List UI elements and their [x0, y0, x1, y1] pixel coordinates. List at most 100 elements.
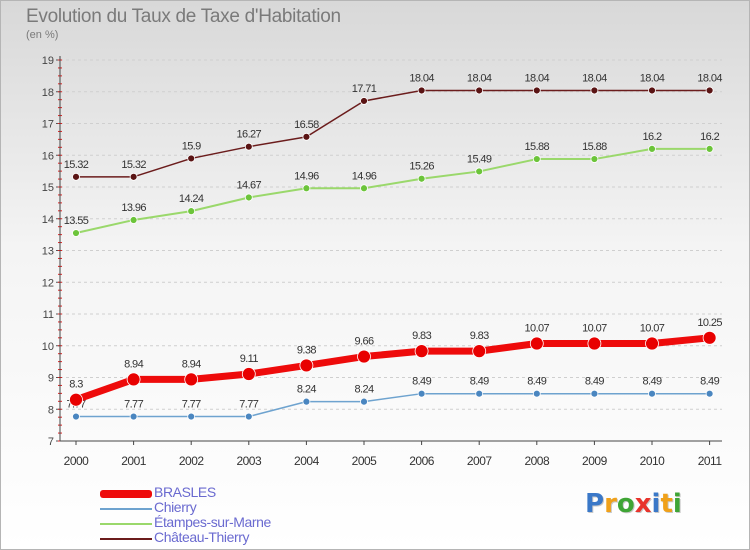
data-label: 8.49: [470, 376, 489, 388]
data-label: 8.49: [527, 376, 546, 388]
y-tick-label: 13: [42, 246, 54, 258]
data-point: [587, 336, 602, 351]
x-tick-label: 2004: [294, 454, 320, 468]
data-label: 10.07: [640, 323, 665, 335]
data-point: [360, 397, 368, 406]
y-tick-label: 18: [42, 87, 54, 99]
data-point: [475, 86, 484, 95]
x-tick-label: 2003: [236, 454, 262, 468]
data-point: [529, 336, 544, 351]
data-point: [244, 412, 253, 421]
data-label: 16.27: [237, 129, 262, 141]
y-tick-label: 17: [42, 119, 54, 131]
data-point: [360, 97, 368, 105]
data-point: [184, 372, 199, 387]
legend-label: Château-Thierry: [154, 529, 250, 545]
data-label: 8.24: [354, 384, 373, 396]
series-line: [72, 334, 714, 404]
x-tick-label: 2006: [409, 454, 435, 468]
legend-swatch: [100, 489, 152, 498]
data-point: [590, 86, 599, 95]
data-point: [532, 86, 541, 95]
y-tick-label: 15: [42, 182, 54, 194]
logo-letter: i: [651, 489, 661, 519]
x-tick-label: 2001: [121, 454, 147, 468]
data-label: 14.24: [179, 193, 204, 205]
data-label: 9.83: [470, 330, 489, 342]
data-label: 15.32: [121, 159, 146, 171]
data-label: 18.04: [525, 72, 550, 84]
data-label: 7.77: [239, 399, 258, 411]
proxiti-logo: Proxiti: [585, 489, 682, 519]
data-point: [590, 155, 599, 163]
data-point: [72, 172, 80, 181]
data-label: 14.96: [294, 170, 319, 182]
data-label: 10.07: [582, 323, 607, 335]
x-tick-label: 2002: [179, 454, 205, 468]
data-label: 7.77: [182, 399, 201, 411]
y-tick-label: 7: [48, 436, 54, 448]
legend-label: Étampes-sur-Marne: [154, 514, 271, 530]
data-label: 15.88: [582, 141, 607, 153]
chart-subtitle: (en %): [26, 29, 59, 41]
legend-label: BRASLES: [154, 484, 216, 500]
data-label: 18.04: [697, 72, 722, 84]
data-point: [705, 144, 714, 153]
data-label: 15.88: [525, 141, 550, 153]
data-label: 8.49: [412, 376, 431, 388]
data-label: 13.55: [64, 215, 89, 227]
data-label: 13.96: [121, 202, 146, 214]
legend-label: Chierry: [154, 499, 197, 515]
x-tick-label: 2000: [64, 454, 90, 468]
data-point: [241, 367, 256, 381]
data-point: [705, 86, 714, 95]
series-line: [75, 89, 711, 178]
y-tick-label: 14: [42, 214, 54, 226]
data-point: [532, 155, 541, 163]
series-line: [75, 392, 711, 418]
data-label: 10.07: [525, 323, 550, 335]
data-point: [532, 389, 541, 398]
data-point: [417, 86, 426, 95]
data-label: 15.26: [409, 161, 434, 173]
data-point: [244, 142, 253, 151]
data-label: 18.04: [640, 72, 665, 84]
data-point: [302, 132, 311, 141]
x-tick-label: 2010: [640, 454, 666, 468]
data-label: 8.24: [297, 384, 316, 396]
y-tick-label: 9: [48, 373, 54, 385]
legend-swatch: [100, 507, 152, 510]
y-tick-label: 10: [42, 341, 54, 353]
y-tick-label: 11: [43, 309, 54, 321]
logo-letter: P: [585, 489, 605, 519]
data-point: [414, 344, 429, 359]
data-point: [648, 86, 656, 95]
series-line: [75, 147, 711, 235]
x-tick-label: 2011: [698, 454, 723, 468]
x-tick-label: 2008: [524, 454, 550, 468]
data-point: [357, 349, 371, 364]
legend-swatch: [100, 522, 152, 525]
data-point: [705, 389, 714, 398]
data-point: [69, 392, 83, 407]
data-point: [648, 144, 656, 153]
data-label: 8.3: [69, 379, 83, 391]
data-label: 8.49: [642, 376, 661, 388]
data-point: [590, 389, 599, 398]
data-label: 17.71: [352, 83, 377, 95]
data-label: 16.2: [642, 131, 661, 143]
data-label: 8.49: [700, 376, 719, 388]
data-point: [648, 389, 656, 398]
logo-letter: o: [616, 489, 635, 519]
data-point: [299, 358, 314, 373]
data-label: 7.77: [124, 399, 143, 411]
x-tick-label: 2007: [467, 454, 493, 468]
data-label: 8.49: [585, 376, 604, 388]
data-label: 8.94: [182, 358, 201, 370]
y-tick-label: 12: [42, 277, 54, 289]
data-label: 14.96: [352, 170, 377, 182]
chart-title: Evolution du Taux de Taxe d'Habitation: [26, 6, 341, 27]
data-label: 16.58: [294, 119, 319, 131]
data-label: 9.38: [297, 344, 316, 356]
x-tick-label: 2005: [352, 454, 378, 468]
